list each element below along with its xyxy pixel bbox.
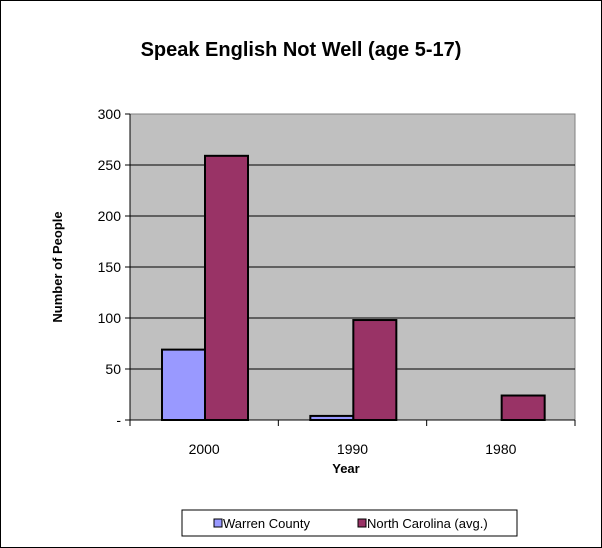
bar-north-carolina-avg-1990 [352,319,398,422]
y-tick-label: 100 [98,310,122,326]
y-tick-label: - [116,412,121,428]
legend-swatch-north-carolina [357,518,367,528]
y-tick-label: 200 [98,208,122,224]
y-tick-label: 300 [98,106,122,122]
x-axis-title: Year [332,461,359,476]
y-tick-label: 250 [98,157,122,173]
bar-warren-county-1990 [309,414,355,422]
bar-warren-county-2000 [161,348,206,421]
bar-north-carolina-avg-2000 [204,154,249,421]
y-axis-ticks: - 50 100 150 200 250 300 [98,106,130,428]
y-tick-label: 150 [98,259,122,275]
bar-north-carolina-avg-1980 [500,394,546,421]
legend: Warren County North Carolina (avg.) [181,509,518,537]
x-tick-label: 2000 [189,441,220,457]
legend-box [181,509,518,537]
chart-title: Speak English Not Well (age 5-17) [141,39,462,61]
bars [161,154,546,422]
legend-swatch-warren-county [213,518,223,528]
y-tick-label: 50 [105,361,121,377]
y-axis-title: Number of People [50,211,65,322]
legend-label-north-carolina: North Carolina (avg.) [367,516,488,531]
x-tick-label: 1990 [337,441,368,457]
x-axis-ticks: 2000 1990 1980 [129,420,576,457]
x-tick-label: 1980 [485,441,516,457]
legend-label-warren-county: Warren County [223,516,310,531]
